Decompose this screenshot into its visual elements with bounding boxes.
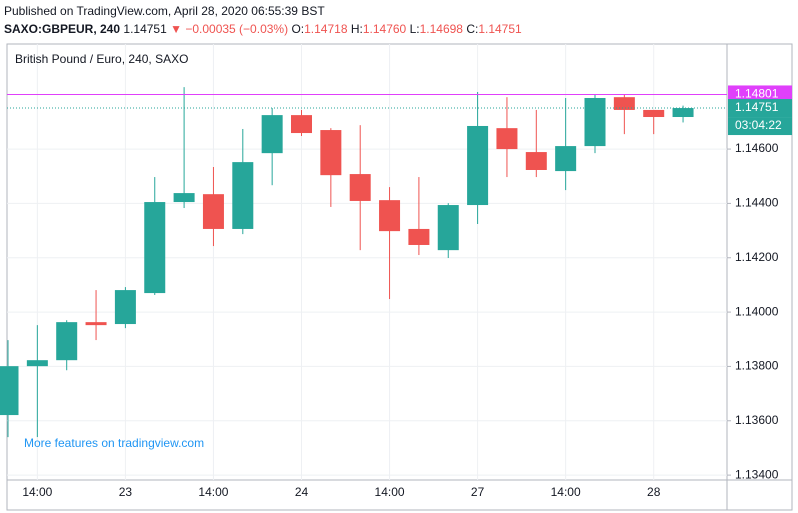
ohlc-label: C: — [466, 22, 478, 36]
x-tick-label: 27 — [471, 485, 485, 499]
price-tag — [728, 85, 792, 104]
price-tag-label: 1.14751 — [735, 100, 779, 114]
ohlc-value: 1.14718 — [304, 22, 348, 36]
y-tick-label: 1.14000 — [735, 304, 779, 318]
chart-title: British Pound / Euro, 240, SAXO — [15, 52, 188, 66]
candle-body — [232, 162, 254, 229]
candle-body — [379, 200, 401, 232]
candle-body — [114, 290, 136, 325]
ohlc-label: L: — [410, 22, 420, 36]
candle-body — [144, 202, 166, 294]
candle-body — [291, 115, 312, 134]
x-tick-label: 14:00 — [198, 485, 228, 499]
symbol-line: SAXO:GBPEUR, 240 1.14751 ▼ −0.00035 (−0.… — [4, 22, 522, 36]
axes: 1.13400 1.13600 1.13800 1.14000 1.14200 1.144… — [22, 85, 792, 499]
ohlc-label: H: — [351, 22, 363, 36]
candle-body — [613, 97, 635, 110]
candle-body — [349, 174, 371, 201]
candle-body — [202, 194, 224, 229]
plot — [0, 87, 727, 438]
candle-body — [261, 115, 283, 154]
price-tag-label: 1.14801 — [735, 87, 779, 101]
y-tick-label: 1.14400 — [735, 196, 779, 210]
ohlc-label: O: — [291, 22, 304, 36]
x-tick-label: 14:00 — [375, 485, 405, 499]
price-tag — [728, 99, 792, 118]
chart-frame — [6, 43, 793, 511]
y-tick-label: 1.14600 — [735, 141, 779, 155]
x-tick-label: 14:00 — [551, 485, 581, 499]
change: ▼ −0.00035 (−0.03%) — [170, 22, 288, 36]
countdown: 03:04:22 — [735, 118, 782, 132]
y-tick-label: 1.14200 — [735, 250, 779, 264]
x-tick-label: 23 — [119, 485, 133, 499]
published: Published on TradingView.com, April 28, … — [4, 4, 325, 18]
x-tick-label: 14:00 — [22, 485, 52, 499]
y-tick-label: 1.13600 — [735, 413, 779, 427]
candle-body — [85, 322, 107, 326]
candle-body — [437, 205, 459, 251]
watermark[interactable]: More features on tradingview.com — [24, 436, 204, 450]
candle-body — [584, 97, 606, 147]
candle-body — [467, 125, 489, 206]
ohlc-value: 1.14751 — [478, 22, 522, 36]
candle-body — [56, 322, 78, 361]
candle-body — [643, 109, 665, 118]
candle-body — [672, 108, 694, 118]
y-tick-label: 1.13400 — [735, 467, 779, 481]
candle-body — [525, 152, 547, 170]
x-tick-label: 24 — [295, 485, 309, 499]
y-tick-label: 1.13800 — [735, 359, 779, 373]
candle-body — [26, 360, 48, 367]
candle-body — [0, 366, 19, 416]
candle-body — [173, 193, 195, 203]
ohlc-value: 1.14698 — [420, 22, 464, 36]
candle-body — [408, 228, 430, 245]
last-price: 1.14751 — [123, 22, 167, 36]
symbol: SAXO:GBPEUR, 240 — [4, 22, 120, 36]
ohlc-value: 1.14760 — [363, 22, 407, 36]
candle-body — [496, 128, 518, 150]
countdown-box — [728, 117, 792, 136]
x-tick-label: 28 — [647, 485, 661, 499]
candle-body — [555, 146, 577, 172]
candle-body — [320, 130, 342, 176]
